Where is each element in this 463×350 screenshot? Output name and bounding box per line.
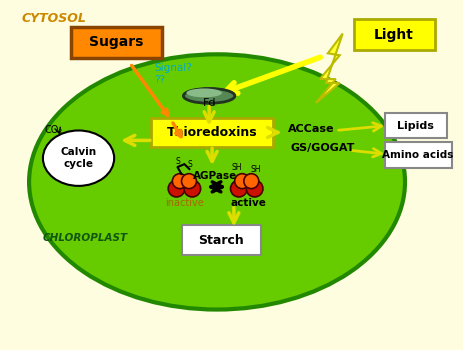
Circle shape: [244, 174, 259, 189]
Ellipse shape: [187, 89, 222, 97]
Text: CYTOSOL: CYTOSOL: [21, 12, 86, 24]
Text: ACCase: ACCase: [288, 124, 335, 133]
FancyBboxPatch shape: [354, 19, 435, 50]
Text: AGPase: AGPase: [193, 171, 237, 181]
FancyBboxPatch shape: [385, 142, 451, 168]
Text: Signal?
??: Signal? ??: [155, 63, 193, 85]
Text: Lipids: Lipids: [397, 120, 434, 131]
Text: CO₂: CO₂: [45, 126, 63, 135]
Circle shape: [172, 174, 188, 189]
Circle shape: [168, 180, 185, 197]
Ellipse shape: [29, 54, 405, 309]
Text: CHLOROPLAST: CHLOROPLAST: [43, 233, 128, 243]
Text: Fd: Fd: [202, 98, 216, 108]
Circle shape: [181, 174, 196, 189]
FancyBboxPatch shape: [182, 225, 261, 255]
Text: Calvin
cycle: Calvin cycle: [61, 147, 97, 169]
Ellipse shape: [183, 89, 235, 103]
Text: Sugars: Sugars: [89, 35, 144, 49]
Text: Thioredoxins: Thioredoxins: [167, 126, 257, 139]
Ellipse shape: [43, 131, 114, 186]
Circle shape: [235, 174, 250, 189]
Circle shape: [246, 180, 263, 197]
Text: S: S: [175, 157, 180, 166]
Text: Light: Light: [374, 28, 414, 42]
Polygon shape: [316, 34, 343, 103]
Text: Amino acids: Amino acids: [382, 150, 454, 160]
FancyBboxPatch shape: [385, 113, 446, 138]
Text: GS/GOGAT: GS/GOGAT: [290, 143, 355, 153]
Text: inactive: inactive: [165, 198, 204, 208]
FancyBboxPatch shape: [71, 27, 162, 58]
Text: SH: SH: [250, 165, 261, 174]
FancyBboxPatch shape: [151, 118, 274, 147]
Circle shape: [231, 180, 247, 197]
Text: S: S: [188, 160, 193, 169]
Text: Starch: Starch: [198, 234, 244, 247]
Text: SH: SH: [232, 163, 242, 172]
Circle shape: [184, 180, 200, 197]
Text: active: active: [231, 198, 267, 208]
